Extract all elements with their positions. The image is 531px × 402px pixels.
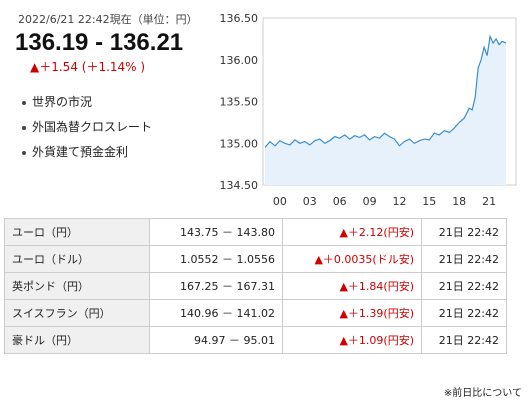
rate-range: 143.75 － 143.80: [149, 218, 283, 246]
rate-diff: ▲＋1.39(円安): [282, 299, 422, 327]
diff-unit: (円安): [383, 334, 414, 347]
y-tick-label: 136.00: [220, 54, 259, 67]
x-axis: 00 03 06 09 12 15 18 21: [273, 195, 496, 208]
rate-range: 140.96 － 141.02: [149, 299, 283, 327]
y-tick-label: 134.50: [220, 179, 259, 192]
x-tick-label: 15: [422, 195, 436, 208]
diff-note-link[interactable]: ※前日比について: [443, 388, 522, 399]
rate-range: 94.97 － 95.01: [149, 326, 283, 354]
table-row: 英ポンド（円） 167.25 － 167.31 ▲＋1.84(円安) 21日 2…: [4, 272, 507, 300]
currency-name[interactable]: ユーロ（円）: [4, 218, 150, 246]
market-links: 世界の市況 外国為替クロスレート 外貨建て預金金利: [22, 94, 152, 169]
diff-value: ▲＋0.0035: [314, 253, 373, 266]
diff-unit: (円安): [383, 226, 414, 239]
table-row: スイスフラン（円） 140.96 － 141.02 ▲＋1.39(円安) 21日…: [4, 299, 507, 327]
bullet-icon: [22, 150, 26, 155]
x-tick-label: 09: [363, 195, 377, 208]
price-line: [264, 34, 507, 148]
y-tick-label: 136.50: [220, 12, 259, 25]
update-time: 21日 22:42: [421, 326, 507, 354]
rate-diff: ▲＋1.09(円安): [282, 326, 422, 354]
link-label: 外貨建て預金金利: [32, 145, 129, 159]
usd-jpy-rate: 136.19 - 136.21: [15, 29, 184, 56]
diff-unit: (ドル安): [372, 253, 414, 266]
link-label: 外国為替クロスレート: [32, 120, 153, 134]
update-time: 21日 22:42: [421, 272, 507, 300]
bullet-icon: [22, 125, 26, 130]
rate-diff: ▲＋0.0035(ドル安): [282, 245, 422, 273]
x-tick-label: 18: [452, 195, 466, 208]
link-foreign-deposit-rates[interactable]: 外貨建て預金金利: [22, 144, 152, 169]
x-tick-label: 03: [303, 195, 317, 208]
x-tick-label: 06: [333, 195, 347, 208]
link-fx-cross-rates[interactable]: 外国為替クロスレート: [22, 119, 152, 144]
price-area: [265, 36, 506, 186]
diff-value: ▲＋1.39: [339, 307, 384, 320]
diff-value: ▲＋1.84: [339, 280, 384, 293]
link-world-markets[interactable]: 世界の市況: [22, 94, 152, 119]
x-tick-label: 21: [482, 195, 496, 208]
y-tick-label: 135.50: [220, 96, 259, 109]
diff-value: ▲＋1.09: [339, 334, 384, 347]
diff-unit: (円安): [383, 307, 414, 320]
currency-name[interactable]: 英ポンド（円）: [4, 272, 150, 300]
price-chart: 136.50 136.00 135.50 135.00 134.50 00 03…: [220, 12, 517, 208]
y-axis: 136.50 136.00 135.50 135.00 134.50: [220, 12, 259, 192]
x-tick-label: 12: [393, 195, 407, 208]
timestamp-label: 2022/6/21 22:42現在（単位：円）: [18, 13, 198, 26]
rate-diff: ▲＋1.84(円安): [282, 272, 422, 300]
diff-unit: (円安): [383, 280, 414, 293]
update-time: 21日 22:42: [421, 299, 507, 327]
x-tick-label: 00: [273, 195, 287, 208]
rate-change: ▲＋1.54 (＋1.14% ): [30, 60, 146, 74]
rate-diff: ▲＋2.12(円安): [282, 218, 422, 246]
table-row: 豪ドル（円） 94.97 － 95.01 ▲＋1.09(円安) 21日 22:4…: [4, 326, 507, 354]
table-row: ユーロ（ドル） 1.0552 － 1.0556 ▲＋0.0035(ドル安) 21…: [4, 245, 507, 273]
currency-name[interactable]: スイスフラン（円）: [4, 299, 150, 327]
link-label: 世界の市況: [32, 95, 93, 109]
table-row: ユーロ（円） 143.75 － 143.80 ▲＋2.12(円安) 21日 22…: [4, 218, 507, 246]
update-time: 21日 22:42: [421, 218, 507, 246]
currency-name[interactable]: 豪ドル（円）: [4, 326, 150, 354]
diff-value: ▲＋2.12: [339, 226, 384, 239]
currency-name[interactable]: ユーロ（ドル）: [4, 245, 150, 273]
rate-range: 167.25 － 167.31: [149, 272, 283, 300]
y-tick-label: 135.00: [220, 137, 259, 150]
bullet-icon: [22, 100, 26, 105]
rate-range: 1.0552 － 1.0556: [149, 245, 283, 273]
update-time: 21日 22:42: [421, 245, 507, 273]
cross-rate-table: ユーロ（円） 143.75 － 143.80 ▲＋2.12(円安) 21日 22…: [4, 218, 507, 354]
